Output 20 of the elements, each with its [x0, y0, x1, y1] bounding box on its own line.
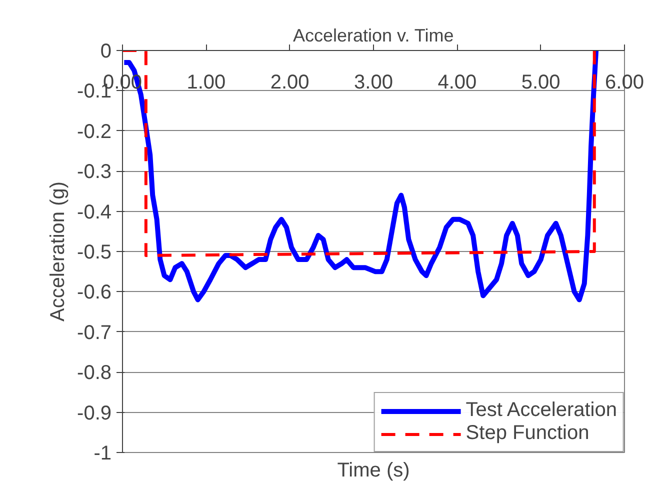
y-tick-label: -0.4	[77, 201, 112, 224]
x-tick-label: 4.00	[438, 72, 477, 94]
y-tick-label: -0.6	[77, 282, 112, 304]
y-axis-title: Acceleration (g)	[47, 181, 70, 322]
legend-label: Test Acceleration	[466, 399, 617, 422]
y-tick-label: -0.9	[77, 402, 112, 424]
y-tick-label: 0	[100, 40, 112, 62]
chart-title: Acceleration v. Time	[292, 26, 454, 46]
x-tick-label: 3.00	[354, 72, 393, 94]
y-tick-label: -0.5	[77, 242, 112, 264]
y-tick-label: -0.3	[77, 161, 112, 184]
y-tick-label: -0.8	[77, 362, 112, 384]
y-tick-label: -1	[94, 442, 112, 464]
x-tick-label: 2.00	[270, 72, 310, 94]
y-tick-label: -0.7	[77, 322, 112, 344]
y-tick-label: -0.2	[77, 120, 112, 143]
legend-label: Step Function	[466, 422, 590, 445]
x-tick-label: 5.00	[521, 72, 560, 94]
x-axis-title: Time (s)	[337, 460, 410, 482]
x-tick-label: 1.00	[186, 72, 226, 94]
